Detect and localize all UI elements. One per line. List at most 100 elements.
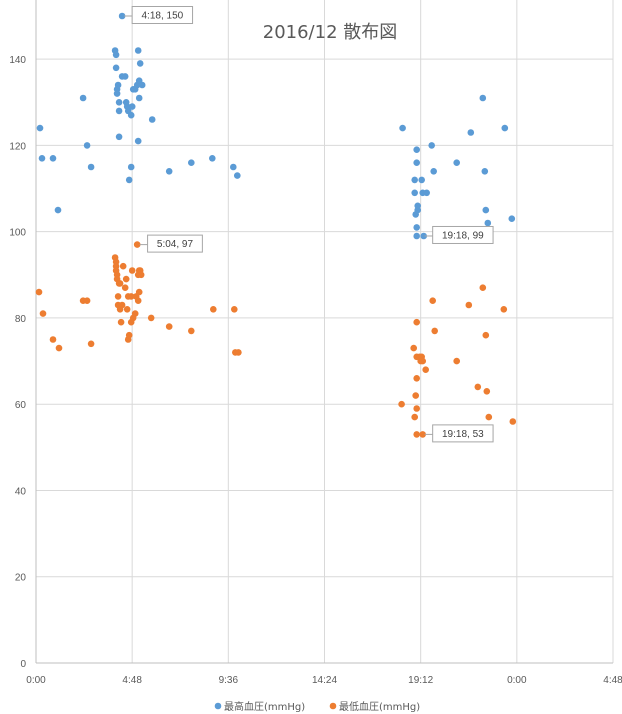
systolic-point bbox=[138, 81, 146, 89]
data-points bbox=[35, 12, 517, 438]
diastolic-point bbox=[87, 340, 95, 348]
y-tick-label: 140 bbox=[9, 55, 26, 66]
diastolic-point bbox=[231, 306, 238, 313]
diastolic-point bbox=[485, 413, 493, 421]
legend-label: 最高血圧(mmHg) bbox=[224, 700, 305, 713]
callout-label: 4:18, 150 bbox=[141, 11, 183, 22]
callout-box bbox=[147, 234, 203, 253]
callout-box bbox=[131, 6, 194, 24]
systolic-point bbox=[165, 168, 173, 175]
diastolic-point bbox=[465, 301, 473, 309]
diastolic-point bbox=[422, 366, 430, 374]
diastolic-point bbox=[188, 327, 195, 335]
systolic-point bbox=[125, 176, 133, 184]
systolic-point bbox=[38, 155, 46, 162]
systolic-point bbox=[501, 124, 509, 132]
diastolic-point bbox=[119, 262, 127, 270]
diastolic-point bbox=[55, 344, 63, 352]
diastolic-point bbox=[49, 336, 57, 343]
legend-marker bbox=[329, 702, 337, 710]
systolic-point bbox=[188, 159, 195, 166]
y-tick-label: 20 bbox=[15, 573, 27, 584]
callout-label: 19:18, 99 bbox=[442, 230, 484, 241]
diastolic-point bbox=[413, 375, 421, 382]
diastolic-point bbox=[131, 310, 139, 317]
systolic-point bbox=[413, 159, 421, 166]
systolic-point bbox=[127, 163, 135, 171]
systolic-point bbox=[209, 155, 216, 162]
systolic-point bbox=[508, 215, 516, 222]
diastolic-point bbox=[135, 288, 143, 296]
systolic-point bbox=[414, 202, 422, 210]
diastolic-point bbox=[413, 431, 421, 438]
diastolic-point bbox=[117, 318, 125, 326]
systolic-point bbox=[411, 189, 419, 197]
legend-label: 最低血圧(mmHg) bbox=[339, 700, 420, 713]
diastolic-point bbox=[413, 405, 421, 412]
diastolic-point bbox=[134, 297, 142, 305]
systolic-point bbox=[430, 168, 438, 175]
systolic-point bbox=[413, 224, 421, 231]
diastolic-point bbox=[482, 331, 490, 339]
systolic-point bbox=[453, 159, 461, 166]
systolic-point bbox=[148, 116, 156, 123]
diastolic-point bbox=[121, 284, 129, 292]
diastolic-point bbox=[410, 344, 418, 352]
diastolic-point bbox=[235, 349, 242, 356]
systolic-point bbox=[115, 99, 123, 106]
systolic-point bbox=[467, 129, 475, 136]
systolic-point bbox=[36, 124, 44, 132]
systolic-point bbox=[114, 81, 122, 89]
systolic-point bbox=[418, 176, 426, 184]
diastolic-point bbox=[398, 400, 405, 408]
systolic-point bbox=[482, 206, 490, 214]
diastolic-point bbox=[137, 271, 145, 279]
diastolic-point bbox=[474, 383, 482, 391]
systolic-point bbox=[134, 47, 142, 54]
data-callouts: 4:18, 150 5:04, 97 19:18, 99 19:18, 53 bbox=[124, 6, 494, 443]
systolic-point bbox=[79, 94, 87, 102]
x-tick-label: 9:36 bbox=[219, 675, 239, 686]
systolic-point bbox=[136, 60, 144, 67]
systolic-point bbox=[135, 94, 143, 102]
y-tick-label: 80 bbox=[15, 314, 27, 325]
systolic-point bbox=[112, 64, 120, 72]
diastolic-point bbox=[116, 280, 124, 287]
systolic-point bbox=[128, 103, 136, 110]
systolic-point bbox=[413, 232, 421, 240]
y-tick-label: 100 bbox=[9, 228, 26, 239]
systolic-point bbox=[134, 137, 142, 145]
diastolic-point bbox=[419, 357, 427, 365]
systolic-point bbox=[428, 142, 436, 149]
diastolic-point bbox=[127, 293, 135, 300]
legend-marker bbox=[214, 702, 222, 710]
systolic-point bbox=[230, 163, 237, 171]
diastolic-point bbox=[83, 297, 91, 305]
systolic-point bbox=[127, 111, 135, 119]
y-tick-label: 120 bbox=[9, 141, 26, 152]
diastolic-point bbox=[210, 306, 217, 313]
systolic-point bbox=[411, 176, 419, 184]
x-tick-label: 0:00 bbox=[26, 675, 46, 686]
systolic-point bbox=[234, 172, 241, 179]
systolic-point bbox=[115, 107, 123, 115]
gridlines bbox=[36, 0, 614, 663]
diastolic-point bbox=[147, 314, 155, 322]
x-tick-label: 19:12 bbox=[408, 675, 433, 686]
legend: 最高血圧(mmHg) 最低血圧(mmHg) bbox=[214, 700, 420, 713]
diastolic-point bbox=[412, 392, 420, 399]
chart-title: 2016/12 散布図 bbox=[263, 22, 398, 43]
x-tick-label: 14:24 bbox=[312, 675, 337, 686]
diastolic-point bbox=[419, 431, 427, 438]
diastolic-point bbox=[122, 275, 130, 283]
systolic-point bbox=[481, 168, 489, 175]
systolic-point bbox=[399, 124, 406, 132]
systolic-point bbox=[87, 163, 95, 171]
diastolic-point bbox=[509, 418, 517, 425]
diastolic-point bbox=[165, 323, 173, 330]
y-tick-label: 40 bbox=[15, 486, 27, 497]
systolic-point bbox=[118, 12, 126, 20]
diastolic-point bbox=[125, 331, 133, 339]
